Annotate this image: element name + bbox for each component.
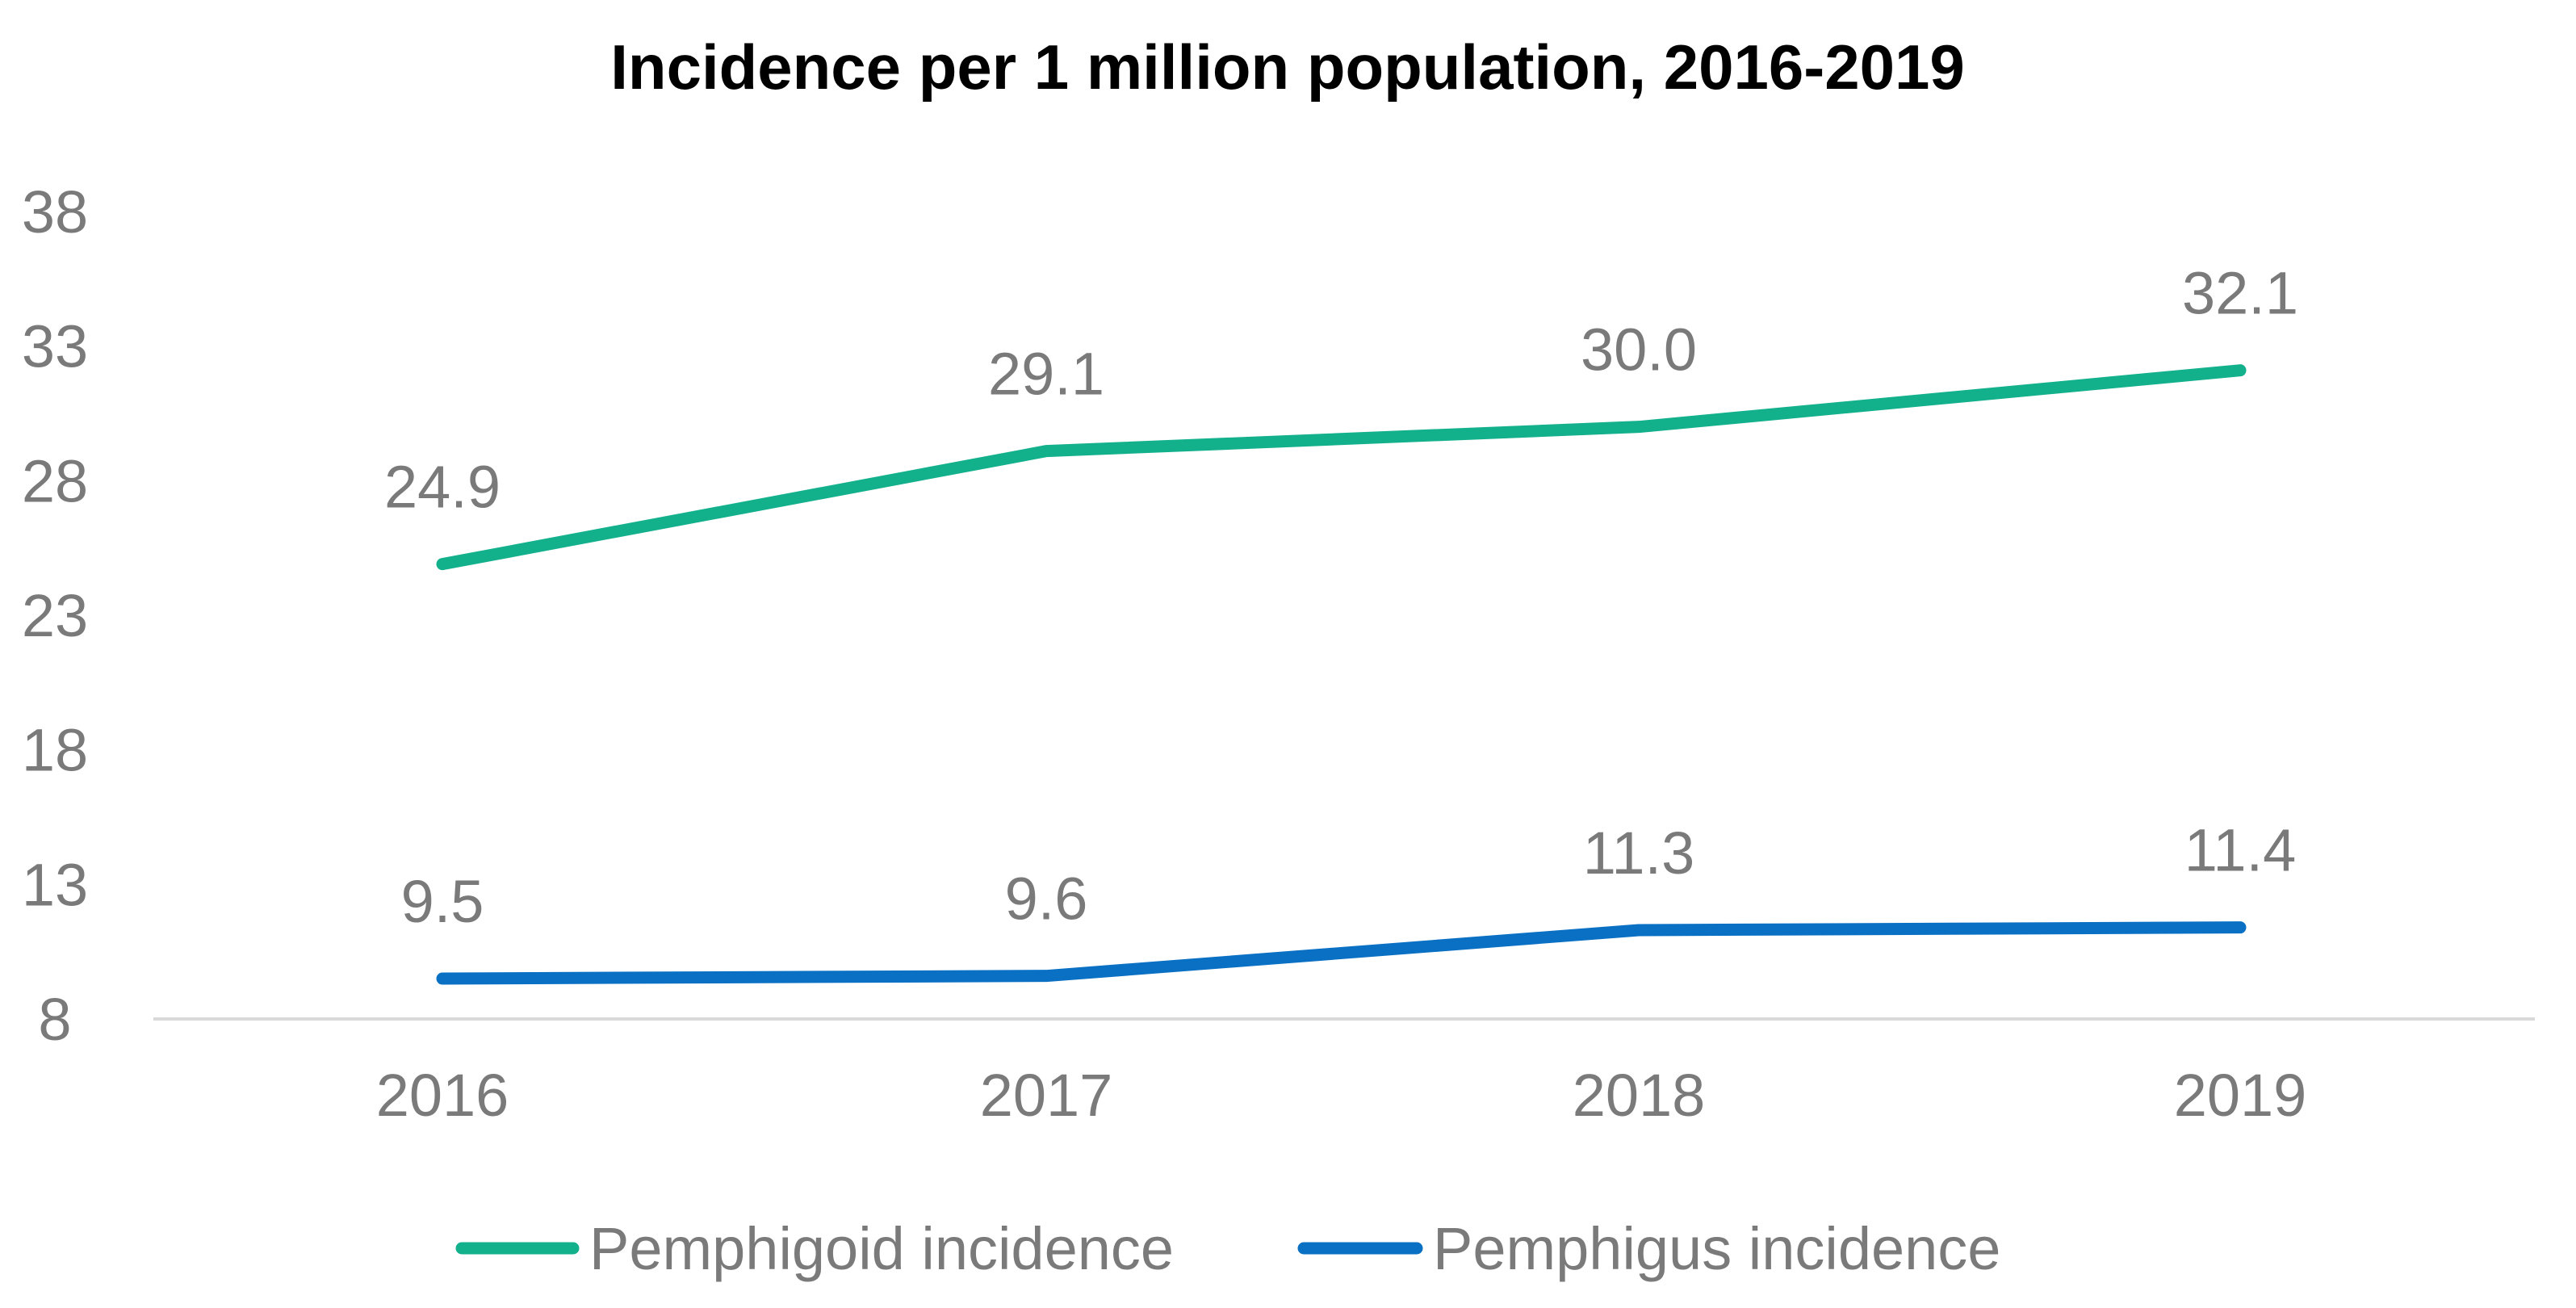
data-label: 32.1: [2182, 260, 2298, 327]
data-label: 30.0: [1581, 317, 1697, 384]
series-layer: [436, 364, 2247, 985]
y-tick-label: 18: [22, 717, 88, 784]
legend-label: Pemphigoid incidence: [589, 1215, 1174, 1282]
y-axis: 8 13 18 23 28 33 38: [22, 178, 88, 1053]
y-tick-label: 38: [22, 178, 88, 245]
chart-title: Incidence per 1 million population, 2016…: [610, 31, 1965, 103]
x-tick-label: 2019: [2174, 1062, 2307, 1129]
x-tick-label: 2017: [980, 1062, 1113, 1129]
y-tick-label: 33: [22, 313, 88, 380]
y-tick-label: 28: [22, 447, 88, 514]
legend: Pemphigoid incidence Pemphigus incidence: [455, 1215, 2000, 1282]
legend-label: Pemphigus incidence: [1433, 1215, 2000, 1282]
data-label: 11.4: [2184, 817, 2297, 884]
data-label: 9.6: [1005, 866, 1088, 933]
x-tick-label: 2016: [376, 1062, 509, 1129]
series-line-pemphigoid: [436, 364, 2247, 571]
series-line-pemphigus: [436, 921, 2247, 985]
x-axis: 2016 2017 2018 2019: [153, 1017, 2535, 1129]
y-tick-label: 23: [22, 582, 88, 649]
y-tick-label: 8: [38, 986, 71, 1053]
y-tick-label: 13: [22, 851, 88, 918]
data-label: 9.5: [401, 868, 484, 935]
data-label: 11.3: [1583, 820, 1695, 887]
data-label: 29.1: [988, 341, 1104, 408]
x-tick-label: 2018: [1573, 1062, 1706, 1129]
data-label: 24.9: [384, 454, 501, 521]
data-labels: 24.9 29.1 30.0 32.1 9.5 9.6 11.3 11.4: [384, 260, 2298, 935]
